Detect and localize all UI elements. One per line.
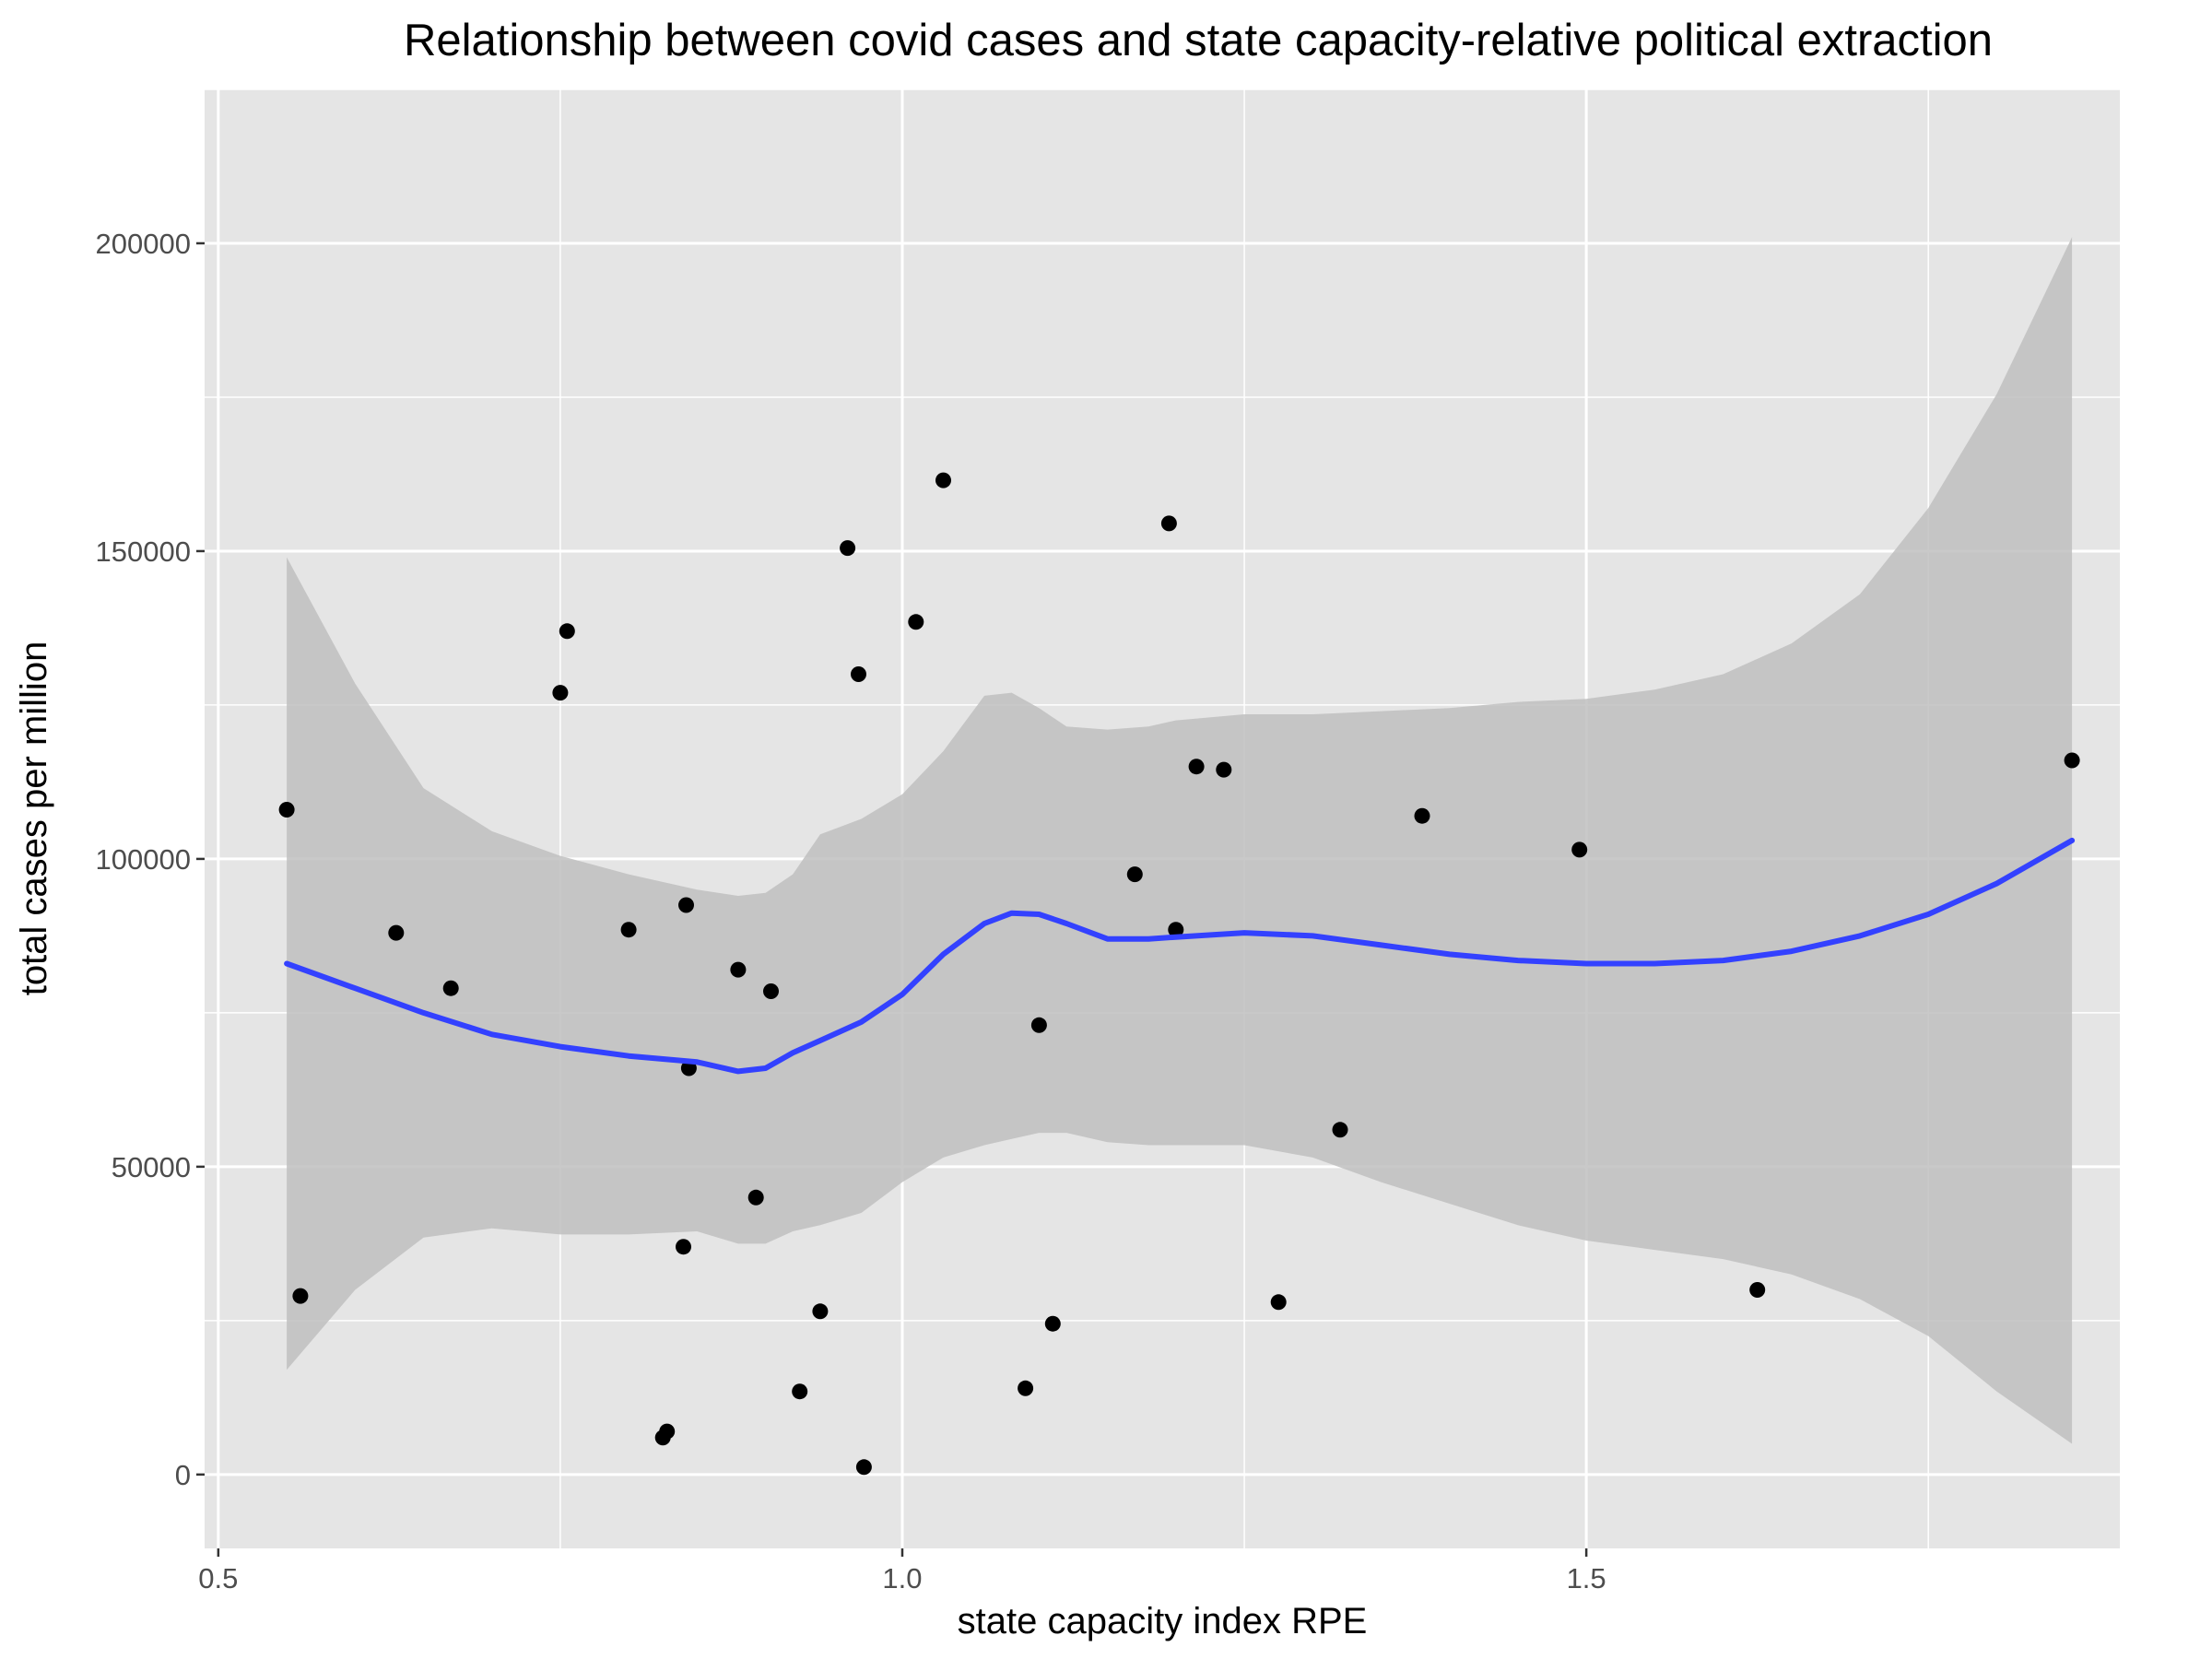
data-point	[388, 924, 405, 941]
data-point	[1018, 1380, 1034, 1396]
data-point	[552, 685, 569, 701]
data-point	[559, 623, 575, 640]
y-tick-label: 0	[175, 1459, 191, 1491]
smooth-trend-line	[284, 837, 2076, 1075]
y-tick-label: 200000	[96, 228, 191, 260]
data-point	[442, 980, 459, 996]
y-axis: 0 50000 100000 150000 200000	[96, 228, 205, 1491]
data-point	[1126, 866, 1143, 883]
data-point	[730, 961, 747, 978]
data-point	[620, 922, 637, 938]
data-point	[935, 472, 951, 488]
x-axis: 0.5 1.0 1.5	[198, 1548, 1606, 1594]
data-point	[855, 1459, 872, 1476]
data-point	[747, 1189, 764, 1206]
data-point	[1168, 922, 1184, 938]
data-point	[1160, 515, 1177, 532]
data-point	[1749, 1282, 1766, 1298]
data-point	[908, 614, 924, 630]
data-point	[1270, 1294, 1287, 1311]
x-tick-label: 1.0	[882, 1562, 922, 1594]
data-point	[678, 897, 694, 913]
data-point	[1414, 807, 1430, 824]
data-point	[1216, 761, 1232, 778]
data-point	[676, 1239, 691, 1255]
data-point	[851, 666, 866, 682]
confidence-ribbon	[287, 237, 2073, 1444]
x-tick-label: 0.5	[198, 1562, 238, 1594]
data-point	[763, 983, 779, 999]
y-axis-title: total cases per million	[14, 641, 54, 996]
y-tick-label: 100000	[96, 843, 191, 876]
data-point	[659, 1423, 676, 1440]
data-point	[278, 802, 295, 818]
y-tick-label: 150000	[96, 535, 191, 568]
data-point	[792, 1383, 808, 1400]
data-point	[812, 1303, 829, 1320]
x-tick-label: 1.5	[1567, 1562, 1606, 1594]
data-point	[1030, 1017, 1047, 1033]
data-point	[1332, 1122, 1348, 1138]
chart-title: Relationship between covid cases and sta…	[404, 16, 1993, 65]
data-point	[292, 1288, 309, 1304]
y-tick-label: 50000	[112, 1151, 191, 1183]
x-axis-title: state capacity index RPE	[958, 1601, 1368, 1641]
data-point	[1188, 759, 1205, 775]
data-points	[278, 472, 2080, 1476]
data-point	[1044, 1315, 1061, 1332]
data-point	[1571, 841, 1588, 858]
data-point	[840, 540, 856, 557]
data-point	[2064, 752, 2080, 769]
